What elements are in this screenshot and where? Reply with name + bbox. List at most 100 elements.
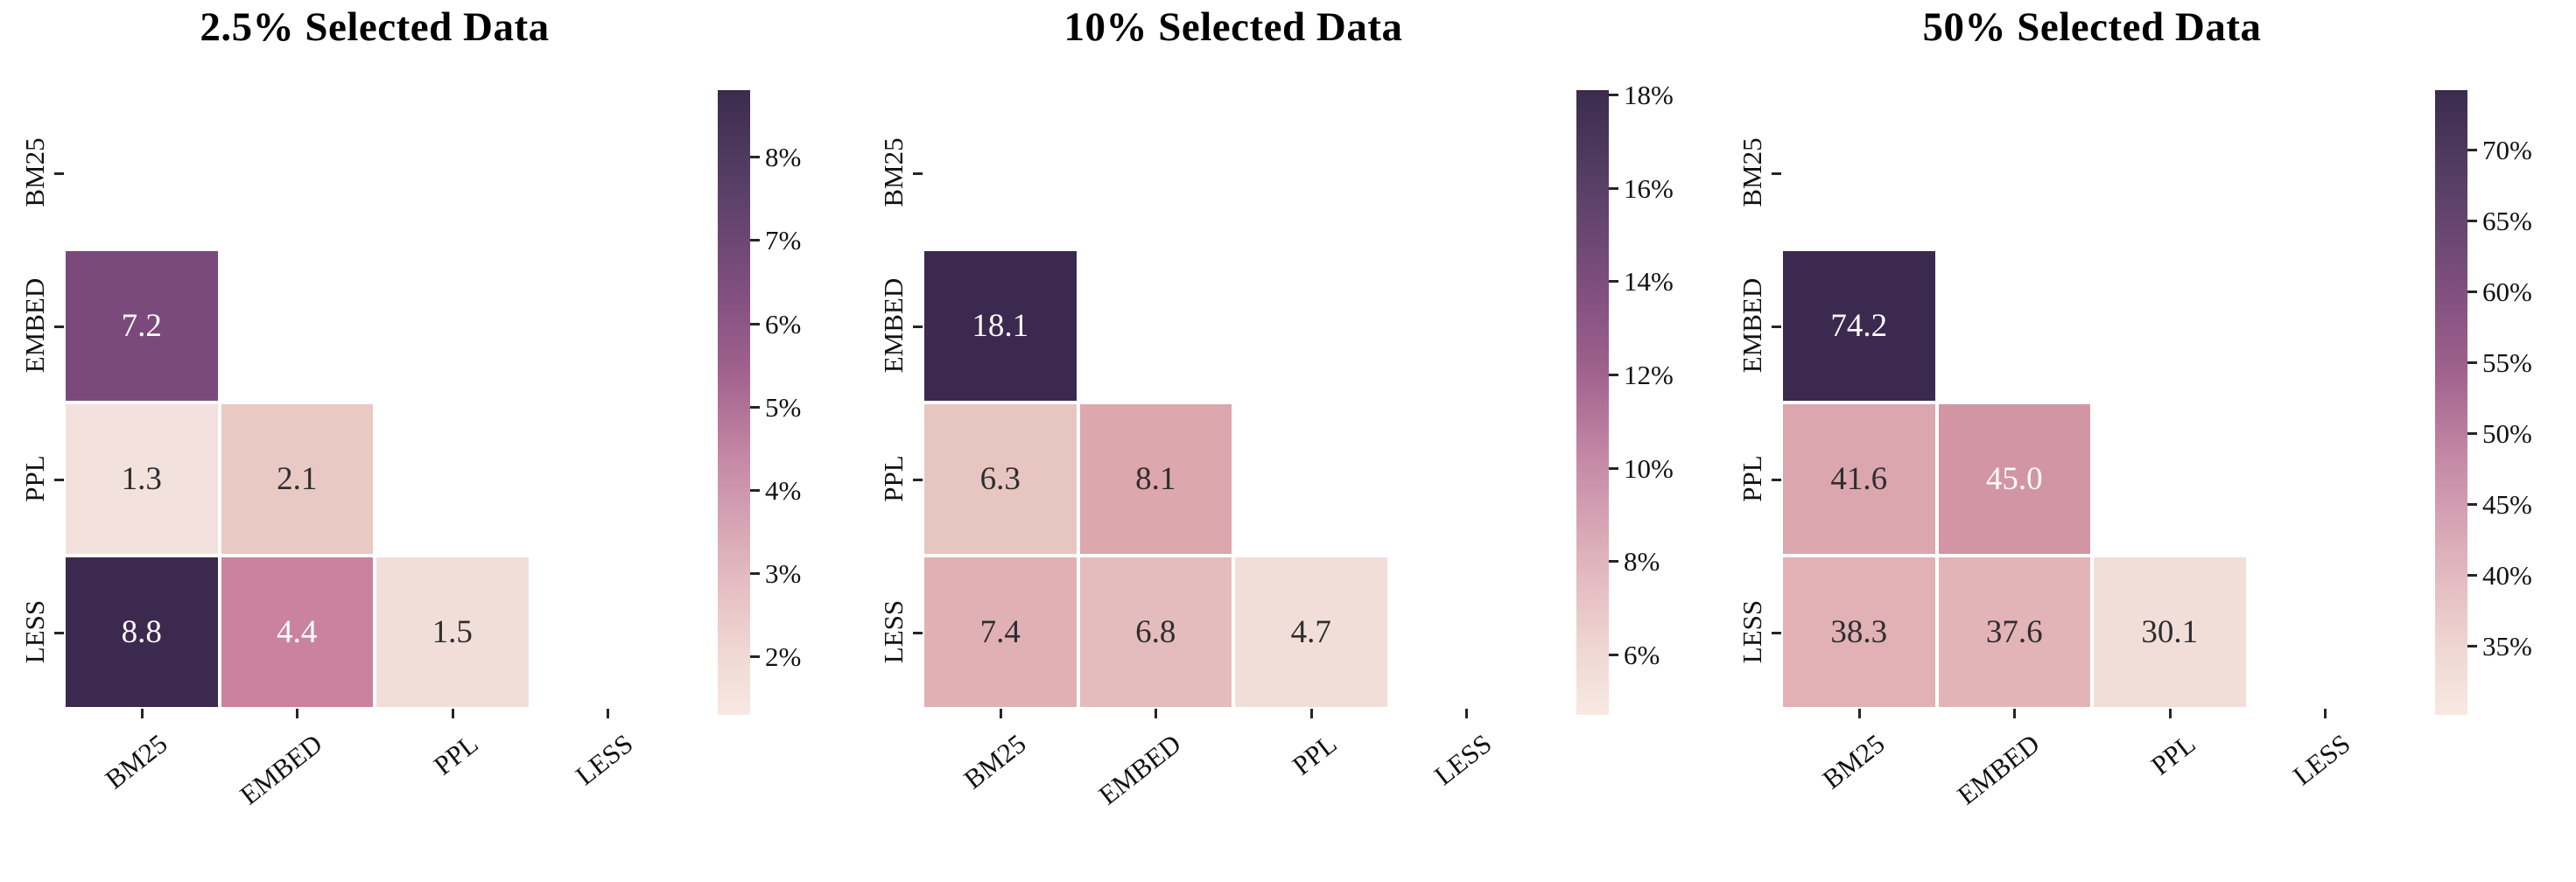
colorbar-tick-label: 55%	[2482, 346, 2532, 378]
heatmap-cell: 1.5	[375, 556, 530, 709]
colorbar-tick-label: 40%	[2482, 559, 2532, 591]
cell-value: 6.3	[979, 461, 1021, 497]
colorbar-tick-mark	[2467, 148, 2477, 151]
colorbar-tick-label: 45%	[2482, 488, 2532, 520]
colorbar-tick-label: 35%	[2482, 630, 2532, 662]
cell-value: 8.8	[121, 614, 162, 650]
x-tick-mark	[2013, 709, 2017, 718]
colorbar-tick-label: 2%	[765, 641, 802, 673]
cell-value: 1.5	[432, 614, 473, 650]
colorbar-tick-label: 16%	[1624, 172, 1674, 204]
heatmap-cell: 74.2	[1781, 249, 1937, 402]
panel-50pct: 50% Selected Data 74.2 41.6 45.0 38.3 37.6 30.…	[1717, 0, 2576, 848]
panel-10pct: 10% Selected Data 18.1 6.3 8.1 7.4 6.8 4.7 BM25…	[859, 0, 1717, 848]
cell-value: 2.1	[277, 461, 318, 497]
colorbar-tick-mark	[1609, 280, 1618, 284]
heatmap-cell: 2.1	[219, 402, 375, 556]
y-tick-mark	[913, 478, 923, 481]
colorbar-tick-mark	[2467, 644, 2477, 648]
colorbar-tick-mark	[1609, 94, 1618, 97]
heatmap-cell: 41.6	[1781, 402, 1937, 556]
cell-value: 4.4	[277, 614, 318, 650]
heatmap-cell: 7.4	[923, 556, 1078, 709]
y-tick-mark	[54, 325, 64, 328]
y-tick-mark	[913, 325, 923, 328]
colorbar-tick-label: 10%	[1624, 452, 1674, 484]
colorbar-tick-mark	[1609, 653, 1618, 656]
colorbar-tick-mark	[750, 488, 760, 492]
colorbar-tick-mark	[2467, 502, 2477, 506]
x-tick-mark	[140, 709, 144, 718]
x-tick-mark	[2324, 709, 2327, 718]
colorbar-tick-label: 4%	[765, 474, 802, 506]
y-tick-mark	[1772, 172, 1781, 175]
x-tick-mark	[999, 709, 1002, 718]
x-tick-mark	[1857, 709, 1861, 718]
colorbar-tick-mark	[2467, 290, 2477, 293]
y-tick-mark	[54, 631, 64, 634]
panel-title: 50% Selected Data	[1922, 4, 2262, 50]
y-tick-mark	[1772, 478, 1781, 481]
heatmap-cell: 37.6	[1936, 556, 2092, 709]
triangular-heatmap-figure: 2.5% Selected Data 7.2 1.3 2.1 8.8 4.4 1.5 BM25…	[0, 0, 2576, 848]
cell-value: 8.1	[1135, 461, 1176, 497]
heatmap-cell: 1.3	[64, 402, 220, 556]
cell-value: 18.1	[972, 308, 1029, 344]
cell-value: 45.0	[1985, 461, 2043, 497]
colorbar-tick-mark	[1609, 186, 1618, 190]
colorbar-tick-label: 65%	[2482, 205, 2532, 236]
x-tick-mark	[2168, 709, 2172, 718]
colorbar-tick-label: 6%	[765, 308, 802, 340]
colorbar-tick-mark	[2467, 573, 2477, 577]
heatmap-cell: 6.8	[1077, 556, 1233, 709]
colorbar-tick-mark	[750, 655, 760, 659]
colorbar-tick-mark	[750, 156, 760, 159]
x-tick-mark	[451, 709, 454, 718]
y-tick-label-less: LESS	[878, 599, 909, 663]
colorbar-tick-label: 8%	[1624, 546, 1660, 578]
cell-value: 6.8	[1135, 614, 1176, 650]
cell-value: 30.1	[2141, 614, 2199, 650]
heatmap-cell: 30.1	[2092, 556, 2248, 709]
colorbar-tick-label: 12%	[1624, 360, 1674, 390]
colorbar-tick-mark	[2467, 219, 2477, 222]
colorbar-tick-label: 5%	[765, 391, 802, 423]
heatmap-cell: 6.3	[923, 402, 1078, 556]
colorbar-tick-mark	[1609, 560, 1618, 564]
colorbar-tick-mark	[750, 572, 760, 576]
colorbar-tick-label: 60%	[2482, 276, 2532, 307]
cell-value: 1.3	[121, 461, 162, 497]
cell-value: 38.3	[1830, 614, 1888, 650]
colorbar	[718, 90, 750, 715]
cell-value: 37.6	[1985, 614, 2043, 650]
y-tick-mark	[54, 478, 64, 481]
colorbar-tick-mark	[750, 405, 760, 409]
colorbar	[1576, 90, 1609, 715]
heatmap-cell: 38.3	[1781, 556, 1937, 709]
cell-value: 74.2	[1830, 308, 1888, 344]
colorbar-tick-mark	[1609, 466, 1618, 470]
heatmap-cell: 8.1	[1077, 402, 1233, 556]
panel-title: 10% Selected Data	[1063, 4, 1403, 50]
y-tick-mark	[54, 172, 64, 175]
colorbar	[2435, 90, 2467, 715]
colorbar-tick-label: 70%	[2482, 134, 2532, 165]
colorbar-tick-mark	[2467, 360, 2477, 364]
x-tick-mark	[296, 709, 299, 718]
colorbar-tick-label: 6%	[1624, 639, 1660, 670]
y-tick-mark	[913, 172, 923, 175]
cell-value: 7.4	[979, 614, 1021, 650]
colorbar-tick-label: 50%	[2482, 417, 2532, 449]
cell-value: 41.6	[1830, 461, 1888, 497]
heatmap-cell: 4.7	[1233, 556, 1389, 709]
x-tick-mark	[1465, 709, 1469, 718]
heatmap-cell: 18.1	[923, 249, 1078, 402]
y-tick-mark	[913, 631, 923, 634]
panel-title: 2.5% Selected Data	[200, 4, 550, 50]
x-tick-mark	[1309, 709, 1313, 718]
panel-2.5pct: 2.5% Selected Data 7.2 1.3 2.1 8.8 4.4 1.5 BM25…	[0, 0, 859, 848]
x-tick-mark	[1155, 709, 1158, 718]
colorbar-tick-mark	[750, 322, 760, 326]
cell-value: 7.2	[121, 308, 162, 344]
colorbar-tick-mark	[2467, 431, 2477, 435]
